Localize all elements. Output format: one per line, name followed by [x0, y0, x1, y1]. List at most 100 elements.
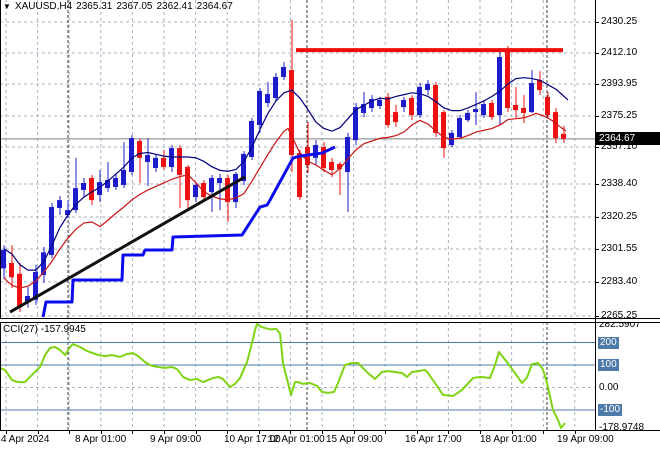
- price-axis-label: 2412.10: [601, 47, 638, 58]
- time-axis-tick: [195, 431, 197, 434]
- chevron-down-icon[interactable]: ▼: [3, 2, 11, 11]
- candle-body: [401, 99, 406, 108]
- candle-body: [433, 84, 438, 133]
- time-axis-border: [0, 430, 660, 431]
- time-axis-tick: [132, 431, 134, 434]
- cci-axis-label: -178.9748: [599, 421, 645, 433]
- candle-body: [393, 112, 398, 123]
- candle-body: [417, 86, 422, 116]
- cci-indicator-panel[interactable]: [0, 322, 595, 430]
- candle-body: [313, 145, 318, 158]
- candle-body: [177, 148, 182, 175]
- pane-separator[interactable]: [0, 318, 660, 323]
- ohlc-close-value: 2364.67: [196, 1, 233, 12]
- price-axis-tick: [595, 183, 599, 185]
- candle-body: [457, 117, 462, 138]
- current-price-label: 2364.67: [596, 132, 660, 145]
- candle-body: [113, 178, 118, 187]
- price-axis-tick: [595, 115, 599, 117]
- candle-body: [561, 133, 566, 139]
- candle-body: [137, 140, 142, 158]
- time-axis-label: 8 Apr 01:00: [75, 434, 127, 445]
- ohlc-high-value: 2367.05: [116, 1, 153, 12]
- candle-body: [65, 210, 70, 216]
- candle-body: [241, 153, 246, 182]
- candle-body: [321, 147, 326, 169]
- candle-body: [481, 104, 486, 116]
- candle-body: [49, 207, 54, 255]
- candle-body: [281, 66, 286, 77]
- candle-body: [273, 76, 278, 99]
- candle-body: [489, 102, 494, 118]
- candle-body: [145, 155, 150, 162]
- time-axis-label: 9 Apr 09:00: [150, 434, 202, 445]
- cci-axis-label: 0.00: [599, 381, 619, 393]
- price-axis-tick: [595, 21, 599, 23]
- candle-body: [209, 178, 214, 193]
- price-axis-tick: [595, 83, 599, 85]
- time-axis-label: 16 Apr 17:00: [405, 434, 462, 445]
- candle-body: [505, 50, 510, 108]
- ohlc-low-value: 2362.41: [156, 1, 193, 12]
- candle-body: [9, 263, 14, 278]
- time-axis-tick: [574, 431, 576, 434]
- time-axis-tick: [448, 431, 450, 434]
- candle-body: [1, 250, 6, 269]
- candle-body: [497, 57, 502, 116]
- candle-body: [553, 112, 558, 139]
- price-axis-tick: [595, 146, 599, 148]
- price-axis-label: 2301.55: [601, 243, 638, 254]
- symbol-info-bar: ▼ XAUUSD,H4 2365.31 2367.05 2362.41 2364.67: [3, 1, 237, 12]
- candle-body: [289, 70, 294, 156]
- time-axis-tick: [258, 431, 260, 434]
- fast-ma-line: [3, 77, 569, 271]
- candle-body: [25, 295, 30, 303]
- price-axis-label: 2283.40: [601, 276, 638, 287]
- candle-body: [513, 104, 518, 111]
- price-axis-label: 2375.25: [601, 110, 638, 121]
- candle-body: [441, 112, 446, 149]
- candle-body: [257, 91, 262, 126]
- candle-body: [473, 109, 478, 113]
- time-axis-tick: [100, 431, 102, 434]
- cci-level-label: 200: [598, 336, 619, 349]
- candle-body: [105, 179, 110, 188]
- time-axis-tick: [6, 431, 7, 434]
- price-axis-label: 2320.25: [601, 211, 638, 222]
- time-axis-label: 10 Apr 17:00: [224, 434, 281, 445]
- candle-body: [121, 169, 126, 185]
- price-axis-label: 2338.40: [601, 178, 638, 189]
- time-axis-tick: [480, 431, 481, 434]
- time-axis-tick: [322, 431, 323, 434]
- slow-ma-line: [3, 112, 567, 289]
- ascending-trendline: [9, 175, 246, 314]
- cci-indicator-label: CCI(27) -157.9945: [3, 324, 86, 335]
- time-axis-label: 12 Apr 01:00: [268, 434, 325, 445]
- candle-body: [193, 184, 198, 198]
- candle-body: [409, 98, 414, 116]
- time-axis-tick: [416, 431, 418, 434]
- candle-body: [233, 173, 238, 203]
- candle-body: [153, 157, 158, 169]
- price-axis-tick: [595, 248, 599, 250]
- time-axis-tick: [69, 431, 71, 434]
- main-price-chart[interactable]: [0, 0, 595, 318]
- candle-body: [377, 99, 382, 107]
- price-axis-label: 2393.95: [601, 78, 638, 89]
- time-axis-tick: [164, 431, 165, 434]
- candle-body: [425, 83, 430, 90]
- cci-level-label: -100: [598, 404, 623, 416]
- price-axis-border: [595, 0, 596, 431]
- candle-body: [465, 112, 470, 121]
- candle-body: [529, 83, 534, 113]
- candle-body: [361, 104, 366, 113]
- candle-body: [537, 80, 542, 90]
- time-axis-label: 18 Apr 01:00: [480, 434, 537, 445]
- candle-body: [33, 271, 38, 300]
- candle-body: [129, 138, 134, 172]
- price-axis-tick: [595, 216, 599, 218]
- time-axis-tick: [543, 431, 545, 434]
- candle-body: [73, 188, 78, 211]
- time-axis-tick: [227, 431, 229, 434]
